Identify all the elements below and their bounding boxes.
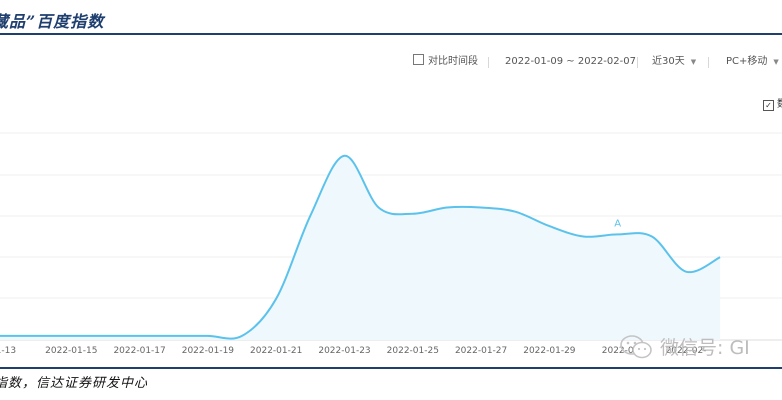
watermark-text: 微信号: GI: [660, 337, 750, 359]
data-point: [1, 334, 5, 338]
device-select[interactable]: PC+移动 ▼: [726, 53, 779, 71]
data-point: [547, 224, 551, 228]
data-point: [103, 334, 107, 338]
data-point: [513, 210, 517, 214]
data-point: [479, 206, 483, 210]
x-tick-label: 2022-01-23: [318, 346, 370, 356]
x-tick-label: 2022-01-19: [182, 346, 235, 356]
data-point: [411, 212, 415, 216]
x-tick-label: 2022-02-: [666, 346, 707, 356]
data-point: [582, 235, 586, 239]
data-point: [240, 334, 244, 338]
data-point: [650, 235, 654, 239]
chart-title: 藏品”百度指数: [0, 12, 105, 31]
title-divider: [0, 33, 782, 35]
x-tick-label: 2022-01-17: [113, 346, 165, 356]
data-point: [274, 297, 278, 301]
data-point: [718, 255, 722, 259]
device-value: PC+移动: [726, 56, 768, 67]
data-point: [172, 334, 176, 338]
checkbox-icon[interactable]: [413, 54, 424, 65]
data-point: [69, 334, 73, 338]
source-note: 指数，信达证券研发中心: [0, 376, 149, 391]
x-tick-label: 2022-01-15: [45, 346, 97, 356]
chevron-down-icon: ▼: [690, 58, 697, 66]
series-line: [0, 154, 721, 340]
data-point: [206, 334, 210, 338]
data-point: [445, 206, 449, 210]
x-tick-label: 2022-01-27: [455, 346, 507, 356]
baidu-index-toolbar: 对比时间段 2022-01-09 ~ 2022-02-07 近30天 ▼ PC+移…: [0, 53, 782, 71]
period-value: 近30天: [652, 56, 685, 67]
footer-divider: [0, 367, 782, 369]
annotation-marker: A: [614, 218, 621, 229]
data-point: [138, 334, 142, 338]
data-point: [35, 334, 39, 338]
date-range-picker[interactable]: 2022-01-09 ~ 2022-02-07: [505, 53, 636, 71]
period-select[interactable]: 近30天 ▼: [652, 53, 696, 71]
data-point: [377, 206, 381, 210]
x-tick-label: 01-13: [0, 346, 16, 356]
x-tick-label: 2022-0: [602, 346, 634, 356]
checkmark-icon[interactable]: ✓: [763, 100, 774, 111]
series-area: [0, 155, 721, 340]
toolbar-divider: [708, 57, 709, 68]
data-point: [308, 214, 312, 218]
chevron-down-icon: ▼: [773, 58, 779, 66]
toolbar-divider: [488, 57, 489, 68]
series-toggle-label: 数: [777, 99, 782, 110]
x-tick-label: 2022-01-29: [523, 346, 576, 356]
compare-period-toggle[interactable]: 对比时间段: [413, 53, 478, 71]
x-tick-label: 2022-01-25: [387, 346, 439, 356]
data-point: [343, 154, 347, 158]
toolbar-divider: [637, 57, 638, 68]
series-toggle[interactable]: ✓数: [763, 95, 782, 111]
date-range-value: 2022-01-09 ~ 2022-02-07: [505, 56, 636, 67]
compare-period-label: 对比时间段: [428, 56, 478, 67]
x-tick-label: 2022-01-21: [250, 346, 302, 356]
data-point: [684, 270, 688, 274]
wechat-icon: [620, 335, 652, 359]
data-point: [616, 232, 620, 236]
